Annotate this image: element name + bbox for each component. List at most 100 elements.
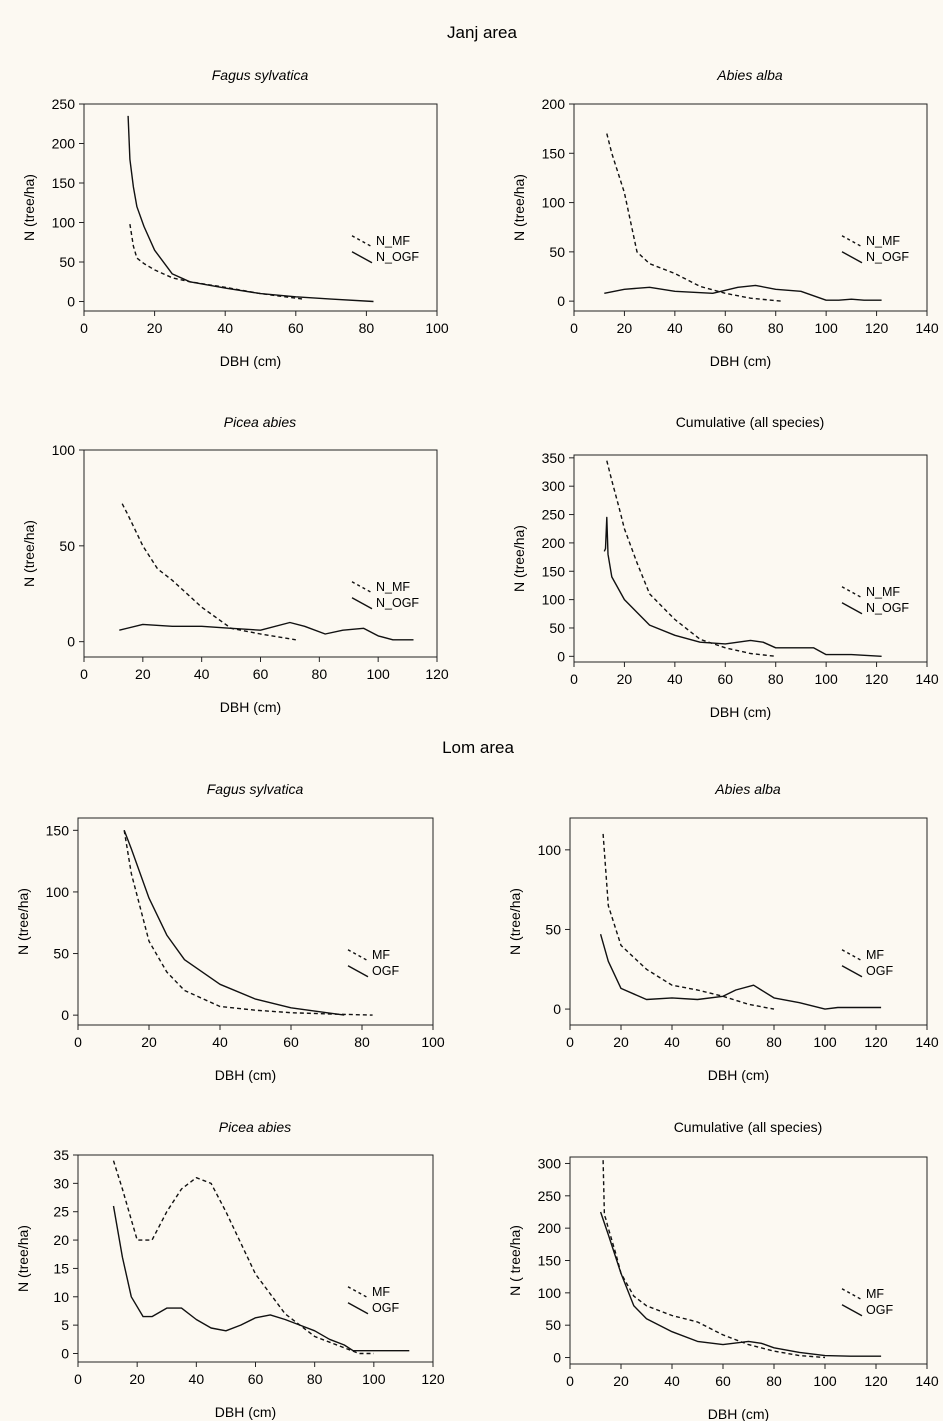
x-tick-label: 40 — [664, 1373, 680, 1389]
x-tick-label: 120 — [864, 1373, 888, 1389]
y-axis-label: N (tree/ha) — [15, 888, 31, 955]
legend-label-n-ogf: N_OGF — [866, 250, 909, 264]
y-tick-label: 0 — [61, 1007, 69, 1023]
legend-label-ogf: OGF — [372, 1301, 399, 1315]
plot-frame — [83, 103, 438, 312]
chart-panel-1: Fagus sylvatica 0 20 40 60 80 100 0 50 100 150 200 2… — [21, 67, 449, 369]
x-tick-label: 100 — [813, 1373, 837, 1389]
chart-panel-5: Fagus sylvatica 0 20 40 60 80 100 0 50 100 150 DBH … — [15, 781, 445, 1083]
legend-swatch-ogf — [841, 1304, 863, 1317]
x-tick-label: 100 — [362, 1371, 386, 1387]
y-tick-label: 350 — [542, 450, 566, 466]
y-tick-label: 100 — [46, 884, 70, 900]
y-tick-label: 50 — [549, 620, 565, 636]
x-tick-label: 80 — [766, 1034, 782, 1050]
chart-title: Fagus sylvatica — [207, 781, 304, 797]
x-tick-label: 40 — [664, 1034, 680, 1050]
x-tick-label: 80 — [307, 1371, 323, 1387]
series-line-mf — [112, 1160, 374, 1355]
chart-title: Cumulative (all species) — [676, 414, 825, 430]
x-tick-label: 0 — [74, 1034, 82, 1050]
legend-label-ogf: OGF — [866, 964, 893, 978]
y-tick-label: 0 — [67, 294, 75, 310]
x-tick-label: 0 — [80, 666, 88, 682]
chart-title: Picea abies — [219, 1119, 291, 1135]
y-tick-label: 50 — [59, 538, 75, 554]
x-tick-label: 20 — [613, 1373, 629, 1389]
chart-title: Cumulative (all species) — [674, 1119, 823, 1135]
legend-swatch-n-ogf — [351, 251, 373, 264]
x-tick-label: 20 — [147, 320, 163, 336]
y-tick-label: 0 — [553, 1001, 561, 1017]
x-axis-label: DBH (cm) — [220, 699, 281, 715]
y-tick-label: 5 — [61, 1317, 69, 1333]
x-tick-label: 100 — [814, 671, 838, 687]
y-tick-label: 300 — [538, 1155, 562, 1171]
x-tick-label: 60 — [715, 1373, 731, 1389]
x-tick-label: 100 — [366, 666, 390, 682]
y-tick-label: 150 — [52, 175, 76, 191]
x-axis-label: DBH (cm) — [710, 353, 771, 369]
x-tick-label: 140 — [915, 320, 939, 336]
legend-swatch-n-mf — [841, 586, 863, 599]
legend-swatch-n-ogf — [841, 602, 863, 615]
plot-frame — [77, 1154, 434, 1363]
legend-swatch-n-ogf — [841, 251, 863, 264]
x-tick-label: 80 — [359, 320, 375, 336]
legend-label-n-mf: N_MF — [376, 234, 410, 248]
x-tick-label: 60 — [253, 666, 269, 682]
y-tick-label: 150 — [542, 563, 566, 579]
x-tick-label: 20 — [135, 666, 151, 682]
x-tick-label: 120 — [425, 666, 449, 682]
x-tick-label: 80 — [768, 671, 784, 687]
y-tick-label: 250 — [538, 1188, 562, 1204]
y-tick-label: 0 — [553, 1350, 561, 1366]
x-tick-label: 20 — [617, 320, 633, 336]
y-tick-label: 35 — [53, 1147, 69, 1163]
x-tick-label: 40 — [667, 671, 683, 687]
legend-swatch-mf — [841, 1288, 863, 1301]
x-tick-label: 60 — [288, 320, 304, 336]
legend-swatch-mf — [347, 949, 369, 962]
y-tick-label: 200 — [52, 136, 76, 152]
x-tick-label: 140 — [915, 1034, 939, 1050]
y-tick-label: 25 — [53, 1204, 69, 1220]
y-tick-label: 20 — [53, 1232, 69, 1248]
y-tick-label: 100 — [538, 842, 562, 858]
x-tick-label: 120 — [865, 320, 889, 336]
y-tick-label: 100 — [52, 442, 76, 458]
chart-panel-7: Picea abies 0 20 40 60 80 100 120 0 5 10 15 20 25 30 35… — [15, 1119, 445, 1420]
y-tick-label: 150 — [538, 1253, 562, 1269]
plot-frame — [573, 454, 928, 663]
x-tick-label: 80 — [766, 1373, 782, 1389]
section-title-janj: Janj area — [447, 23, 517, 42]
x-axis-label: DBH (cm) — [215, 1067, 276, 1083]
series-line-n-mf — [121, 503, 296, 641]
legend-label-mf: MF — [866, 1287, 884, 1301]
series-line-mf — [123, 830, 373, 1016]
y-tick-label: 50 — [545, 1317, 561, 1333]
y-tick-label: 150 — [46, 822, 70, 838]
legend-swatch-ogf — [347, 965, 369, 978]
x-tick-label: 60 — [715, 1034, 731, 1050]
y-axis-label: N (tree/ha) — [511, 525, 527, 592]
legend-swatch-mf — [347, 1286, 369, 1299]
legend-swatch-ogf — [347, 1302, 369, 1315]
x-tick-label: 120 — [865, 671, 889, 687]
x-tick-label: 60 — [717, 671, 733, 687]
x-tick-label: 40 — [189, 1371, 205, 1387]
series-line-n-ogf — [119, 621, 414, 641]
x-tick-label: 100 — [813, 1034, 837, 1050]
x-tick-label: 80 — [768, 320, 784, 336]
x-tick-label: 0 — [570, 671, 578, 687]
x-tick-label: 20 — [129, 1371, 145, 1387]
legend-swatch-n-mf — [351, 235, 373, 248]
series-line-ogf — [599, 934, 882, 1010]
y-tick-label: 50 — [549, 244, 565, 260]
series-line-mf — [602, 833, 775, 1010]
x-tick-label: 140 — [915, 1373, 939, 1389]
x-axis-label: DBH (cm) — [220, 353, 281, 369]
series-line-n-mf — [606, 460, 776, 657]
